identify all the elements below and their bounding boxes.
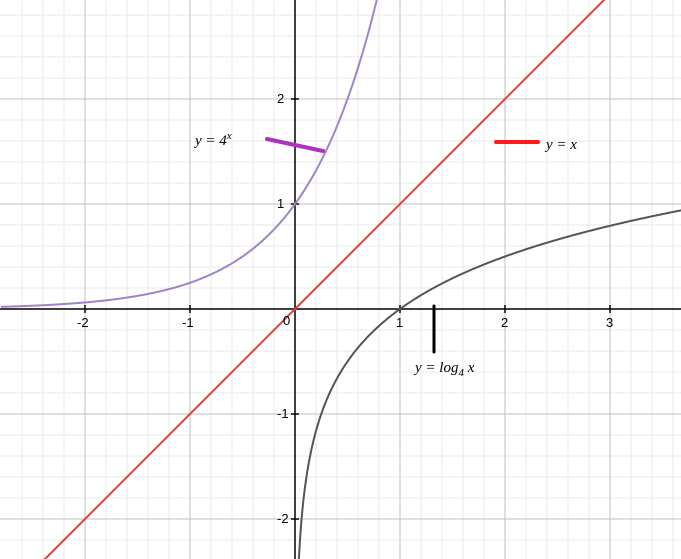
curve-exp [1, 0, 377, 307]
xtick-3: 3 [606, 315, 613, 330]
curve-log [299, 210, 681, 559]
xtick--1: -1 [182, 315, 194, 330]
ytick-1: 1 [277, 196, 284, 211]
ytick-2: 2 [277, 91, 284, 106]
curve-label-log: y = log4 x [415, 360, 474, 379]
grid-minor [0, 0, 681, 559]
xtick--2: -2 [77, 315, 89, 330]
grid-major [0, 0, 681, 559]
ytick--2: -2 [277, 511, 289, 526]
xtick-2: 2 [501, 315, 508, 330]
chart-svg [0, 0, 681, 559]
curve-label-exp: y = 4x [195, 130, 232, 150]
xtick-1: 1 [396, 315, 403, 330]
curve-label-line: y = x [546, 137, 577, 154]
chart-container: y = 4x y = x y = log4 x -2 -1 1 2 3 -2 -1 1 2 0 [0, 0, 681, 559]
origin-label: 0 [283, 313, 290, 328]
ytick--1: -1 [277, 406, 289, 421]
